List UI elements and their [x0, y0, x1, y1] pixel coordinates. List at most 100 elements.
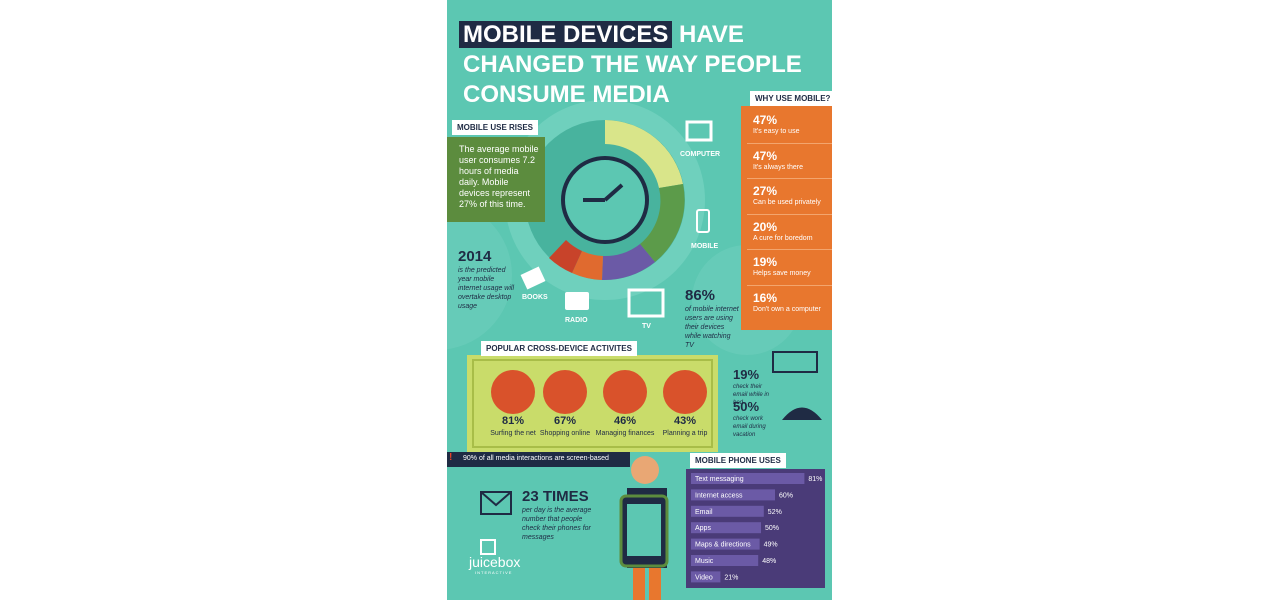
stat-text: of mobile internet users are using their… — [685, 306, 739, 349]
times-value: 23 TIMES — [522, 488, 589, 505]
media-label: TV — [642, 323, 651, 330]
activity-label: Planning a trip — [662, 430, 708, 437]
title-line2: CHANGED THE WAY PEOPLE — [463, 51, 802, 78]
use-bar — [691, 571, 721, 583]
use-value: 60% — [779, 492, 793, 499]
radio-icon — [565, 292, 589, 310]
logo-icon — [480, 539, 496, 555]
rises-panel — [447, 137, 545, 222]
times-text: per day is the average number that peopl… — [522, 507, 592, 541]
title-highlight: MOBILE DEVICES — [459, 21, 673, 48]
slice-radio — [572, 251, 603, 280]
use-label: Email — [695, 509, 713, 516]
person-leg — [649, 568, 661, 600]
activity-label: Shopping online — [539, 430, 591, 437]
why-divider — [747, 142, 832, 144]
use-bar — [691, 538, 760, 550]
tablet-screen — [627, 504, 661, 556]
use-label: Internet access — [695, 492, 743, 499]
why-value: 16% — [753, 290, 778, 305]
logo-sub: INTERACTIVE — [475, 570, 513, 575]
graphics — [447, 100, 832, 600]
alert-text: 90% of all media interactions are screen… — [463, 455, 609, 462]
activity-value: 46% — [613, 415, 637, 427]
why-value: 47% — [753, 113, 778, 127]
activity-label: Surfing the net — [490, 430, 536, 437]
activity-icon — [491, 370, 535, 414]
use-label: Apps — [695, 525, 711, 532]
media-label: RADIO — [565, 317, 588, 324]
activities-tag: POPULAR CROSS-DEVICE ACTIVITES — [481, 341, 637, 356]
use-label: Video — [695, 574, 713, 581]
activity-value: 43% — [673, 415, 697, 427]
why-label: Helps save money — [753, 270, 811, 277]
use-value: 21% — [724, 574, 738, 581]
rises-tag: MOBILE USE RISES — [452, 120, 539, 135]
use-bar — [691, 555, 759, 566]
activity-value: 81% — [501, 415, 525, 427]
email-value: 19% — [733, 367, 760, 382]
slice-books — [549, 240, 582, 273]
why-divider — [747, 213, 832, 215]
computer-icon — [685, 120, 713, 142]
title-rest: HAVE — [679, 21, 744, 48]
use-bar — [691, 489, 775, 501]
why-divider — [747, 284, 832, 286]
activities-border — [472, 359, 713, 448]
why-label: It's easy to use — [753, 128, 800, 135]
infographic: MOBILE DEVICES HAVE CHANGED THE WAY PEOP… — [447, 0, 832, 600]
title-line1: MOBILE DEVICES HAVE — [459, 20, 744, 50]
umbrella-icon — [782, 407, 822, 420]
activity-label: Managing finances — [595, 430, 655, 437]
bed-icon — [772, 351, 818, 373]
use-bar — [691, 473, 805, 484]
use-label: Maps & directions — [695, 542, 751, 549]
use-label: Music — [695, 558, 714, 565]
slice-tv — [602, 244, 655, 281]
uses-bars: Text messaging 81% Internet access 60% Email… — [691, 473, 822, 583]
email-text: check work email during vacation — [733, 416, 766, 438]
use-value: 48% — [762, 558, 776, 565]
why-label: A cure for boredom — [753, 234, 813, 242]
person-leg — [633, 568, 645, 600]
use-value: 50% — [765, 525, 779, 532]
media-label: COMPUTER — [680, 151, 721, 158]
person-head — [631, 456, 659, 484]
stat-value: 86% — [685, 287, 716, 304]
why-divider — [747, 249, 832, 250]
media-label: BOOKS — [522, 294, 548, 301]
title-line3: CONSUME MEDIA — [463, 81, 670, 108]
use-value: 52% — [768, 509, 782, 516]
mobile-icon — [696, 209, 710, 233]
tv-icon — [627, 288, 665, 318]
why-value: 47% — [753, 148, 778, 163]
use-value: 81% — [808, 476, 822, 483]
why-label: Don't own a computer — [753, 305, 821, 313]
books-icon — [520, 266, 546, 290]
slice-mobile — [640, 184, 685, 262]
use-bar — [691, 522, 761, 534]
rises-text: The average mobile user consumes 7.2 hou… — [459, 144, 539, 209]
why-divider — [747, 178, 832, 179]
why-label: It's always there — [753, 163, 803, 171]
use-label: Text messaging — [695, 476, 744, 483]
logo-name: juicebox — [469, 554, 521, 570]
halo — [447, 200, 512, 350]
email-text: check their email while in bed — [733, 384, 770, 406]
why-label: Can be used privately — [753, 199, 821, 206]
uses-tag: MOBILE PHONE USES — [690, 453, 786, 468]
envelope-icon — [480, 491, 512, 515]
activity-icon — [663, 370, 707, 414]
why-value: 20% — [753, 219, 778, 234]
why-value: 19% — [753, 255, 778, 269]
clock-hand — [603, 183, 624, 202]
activity-icon — [543, 370, 587, 414]
email-value: 50% — [733, 399, 760, 414]
alert-icon: ! — [449, 452, 453, 463]
why-tag: WHY USE MOBILE? — [750, 91, 832, 106]
activity-value: 67% — [553, 415, 577, 427]
stat-text: is the predicted year mobile internet us… — [458, 267, 515, 310]
use-value: 49% — [764, 542, 778, 549]
activity-icon — [603, 370, 647, 414]
